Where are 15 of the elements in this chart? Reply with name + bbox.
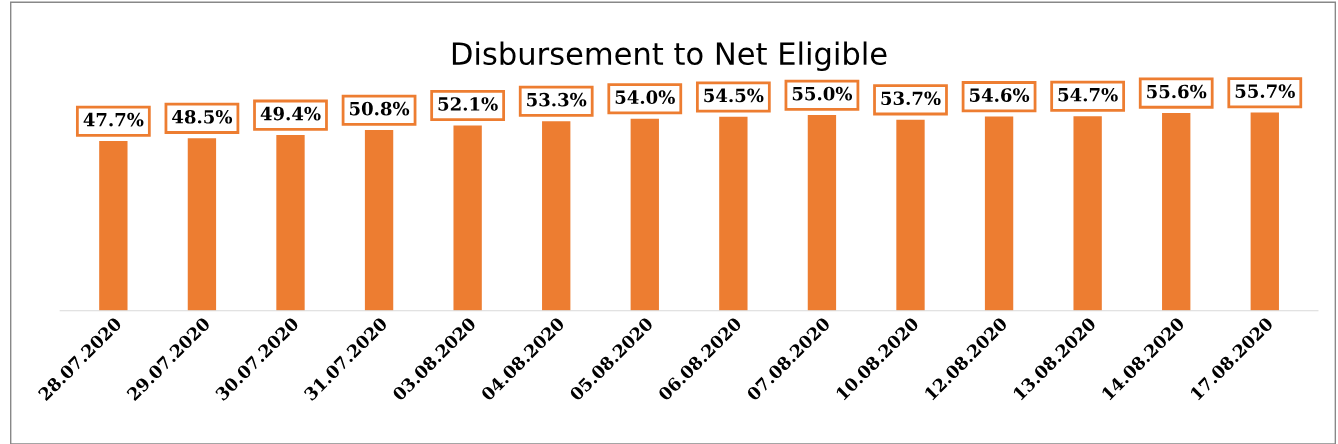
data-label: 47.7%	[83, 112, 144, 127]
data-label: 53.7%	[881, 91, 941, 106]
data-label: 50.8%	[349, 101, 410, 116]
data-label: 53.3%	[527, 92, 587, 107]
data-label: 48.5%	[172, 109, 233, 124]
data-label: 54.6%	[969, 88, 1030, 102]
chart-title: Disbursement to Net Eligible	[452, 41, 887, 72]
data-label: 49.4%	[260, 106, 321, 121]
data-label: 55.6%	[1147, 84, 1207, 99]
data-label: 54.0%	[615, 90, 675, 105]
data-label: 52.1%	[438, 97, 498, 111]
data-label: 55.0%	[792, 86, 853, 101]
data-label: 54.7%	[1058, 87, 1118, 102]
data-label: 54.5%	[704, 88, 764, 103]
data-label: 55.7%	[1235, 84, 1295, 98]
